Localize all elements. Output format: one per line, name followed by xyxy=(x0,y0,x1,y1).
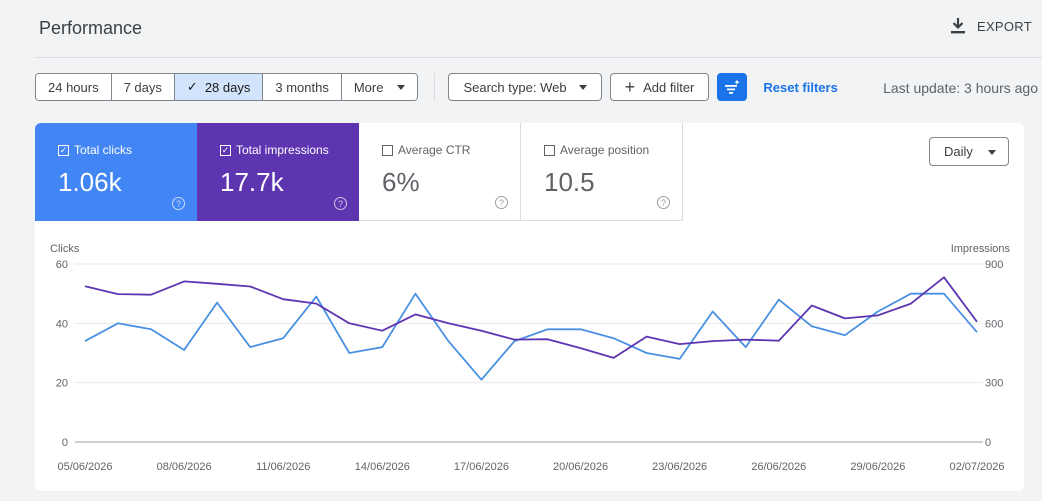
page-title: Performance xyxy=(39,18,143,38)
metric-value: 17.7k xyxy=(220,167,284,197)
y-axis-right-title: Impressions xyxy=(951,243,1011,255)
add-filter-button[interactable]: + Add filter xyxy=(609,73,710,101)
x-tick-label: 02/07/2026 xyxy=(949,461,1004,473)
y-tick-left-label: 40 xyxy=(56,318,68,330)
search-type-dropdown[interactable]: Search type: Web xyxy=(448,73,602,101)
x-tick-label: 23/06/2026 xyxy=(652,461,707,473)
performance-line-chart: Clicks Impressions 0 0 20 300 40 600 60 900 05/06/… xyxy=(50,243,1011,473)
download-icon xyxy=(950,18,965,34)
range-3-months[interactable]: 3 months xyxy=(263,74,342,100)
export-label: EXPORT xyxy=(976,18,1032,34)
range-more-dropdown[interactable]: More xyxy=(341,74,418,100)
performance-card: ✓ Total clicks 1.06k ? ✓ Total impressions… xyxy=(35,123,1024,491)
y-axis-left-title: Clicks xyxy=(50,243,80,255)
impressions-series-line xyxy=(84,276,978,359)
y-tick-left-label: 0 xyxy=(62,437,68,449)
caret-down-icon xyxy=(397,84,406,90)
x-tick-label: 17/06/2026 xyxy=(454,461,509,473)
last-update-text: Last update: 3 hours ago xyxy=(883,80,1038,96)
y-tick-right-label: 900 xyxy=(985,259,1003,271)
help-icon[interactable]: ? xyxy=(657,196,670,209)
x-tick-label: 14/06/2026 xyxy=(355,461,410,473)
metric-average-ctr[interactable]: Average CTR 6% ? xyxy=(359,123,521,221)
help-icon[interactable]: ? xyxy=(334,197,347,210)
plus-icon: + xyxy=(624,77,636,97)
checkbox-unchecked-icon[interactable] xyxy=(382,144,393,156)
caret-down-icon xyxy=(988,150,996,155)
metric-value: 10.5 xyxy=(544,167,595,197)
help-icon[interactable]: ? xyxy=(495,196,508,209)
clicks-series-line xyxy=(84,292,978,381)
checkbox-unchecked-icon[interactable] xyxy=(544,144,555,156)
filter-bar: 24 hours 7 days ✓ 28 days 3 months More S… xyxy=(35,73,838,101)
filter-separator xyxy=(434,73,436,101)
checkbox-checked-icon[interactable]: ✓ xyxy=(58,144,69,156)
x-tick-label: 29/06/2026 xyxy=(850,461,905,473)
y-tick-left-label: 60 xyxy=(56,259,68,271)
header-divider xyxy=(35,57,1042,58)
metric-total-impressions[interactable]: ✓ Total impressions 17.7k ? xyxy=(197,123,359,221)
x-tick-label: 05/06/2026 xyxy=(57,461,112,473)
top-bar: Performance EXPORT xyxy=(0,0,1042,58)
metric-average-position[interactable]: Average position 10.5 ? xyxy=(521,123,683,221)
range-7-days[interactable]: 7 days xyxy=(111,74,175,100)
metric-value: 1.06k xyxy=(58,167,122,197)
metric-total-clicks[interactable]: ✓ Total clicks 1.06k ? xyxy=(35,123,197,221)
reset-filters-link[interactable]: Reset filters xyxy=(763,79,838,95)
y-tick-left-label: 20 xyxy=(56,378,68,390)
date-range-selector: 24 hours 7 days ✓ 28 days 3 months More xyxy=(35,73,419,101)
y-tick-right-label: 300 xyxy=(985,378,1003,390)
y-tick-right-label: 600 xyxy=(985,318,1003,330)
x-tick-label: 20/06/2026 xyxy=(553,461,608,473)
range-24-hours[interactable]: 24 hours xyxy=(36,74,112,100)
y-tick-right-label: 0 xyxy=(985,437,991,449)
filter-settings-button[interactable] xyxy=(717,73,748,101)
range-28-days[interactable]: ✓ 28 days xyxy=(174,74,264,100)
filter-sparkle-icon xyxy=(725,79,741,94)
x-tick-label: 11/06/2026 xyxy=(256,461,310,473)
x-tick-label: 26/06/2026 xyxy=(751,461,806,473)
help-icon[interactable]: ? xyxy=(172,197,185,210)
metric-value: 6% xyxy=(382,167,420,197)
export-button[interactable]: EXPORT xyxy=(949,16,1032,36)
checkbox-checked-icon[interactable]: ✓ xyxy=(220,144,231,156)
granularity-dropdown[interactable]: Daily xyxy=(929,137,1009,166)
caret-down-icon xyxy=(578,84,587,90)
check-icon: ✓ xyxy=(186,79,198,94)
x-tick-label: 08/06/2026 xyxy=(157,461,212,473)
